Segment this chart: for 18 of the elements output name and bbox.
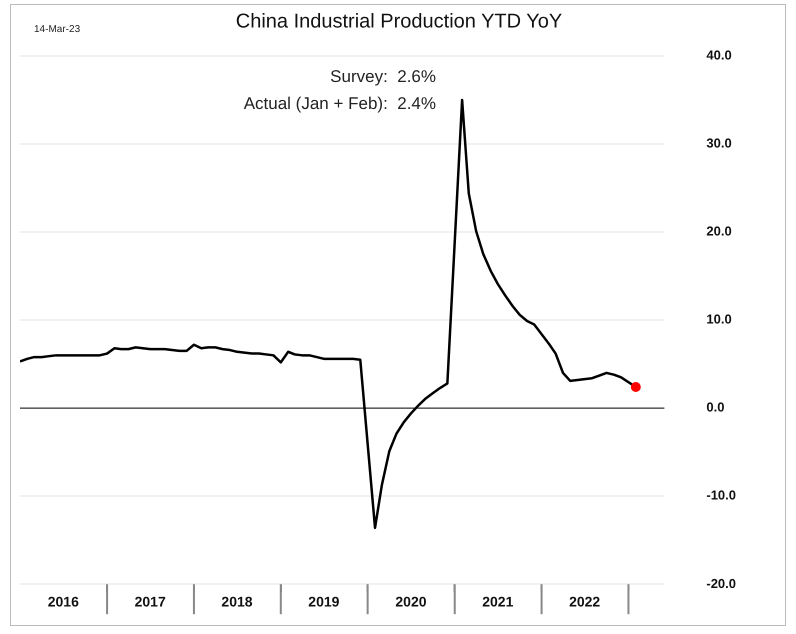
y-tick-label: -20.0 (706, 576, 736, 591)
x-tick-label: 2018 (221, 593, 253, 610)
y-tick-label: 20.0 (706, 224, 732, 239)
y-tick-label: 40.0 (706, 48, 732, 63)
chart-title: China Industrial Production YTD YoY (236, 10, 562, 33)
x-tick-label: 2016 (48, 593, 80, 610)
x-tick-label: 2022 (569, 593, 600, 610)
y-tick-label: 0.0 (706, 400, 724, 415)
text: 14-Mar-23 (34, 24, 81, 35)
x-tick-label: 2019 (308, 593, 340, 610)
x-tick-label: 2020 (395, 593, 427, 610)
y-tick-label: -10.0 (706, 488, 736, 503)
x-tick-label: 2017 (134, 593, 166, 610)
y-tick-label: 10.0 (706, 312, 732, 327)
x-tick-label: 2021 (482, 593, 514, 610)
annotation: Actual (Jan + Feb): 2.4% (244, 94, 436, 113)
annotation: Survey: 2.6% (330, 67, 436, 86)
y-tick-label: 30.0 (706, 136, 732, 151)
